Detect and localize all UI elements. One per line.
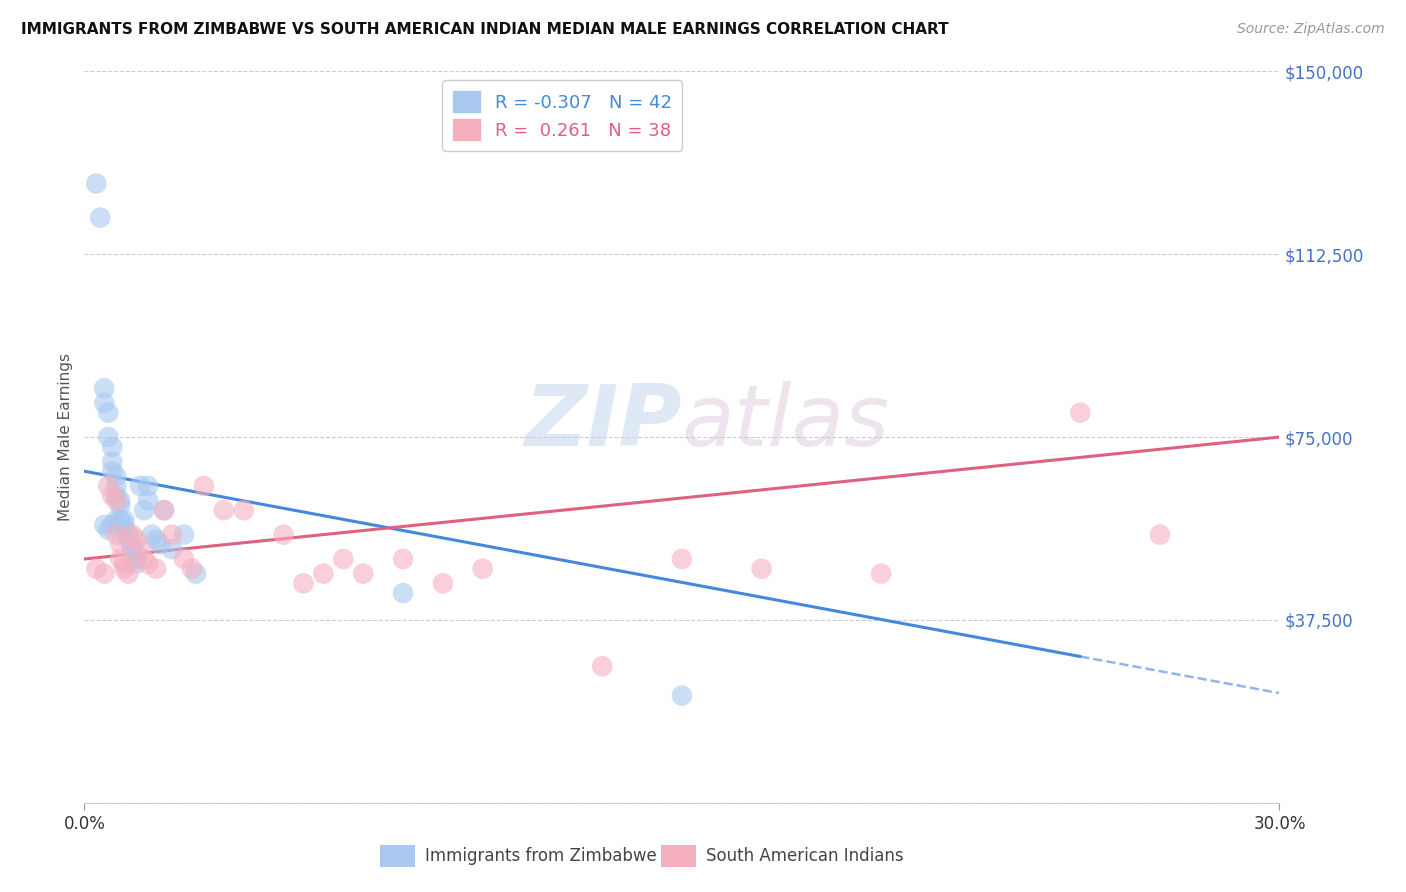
Point xyxy=(125,533,148,547)
Y-axis label: Median Male Earnings: Median Male Earnings xyxy=(58,353,73,521)
Point xyxy=(110,499,132,513)
Point xyxy=(121,537,143,551)
Point xyxy=(112,513,135,527)
Point xyxy=(97,430,120,444)
Point xyxy=(117,533,139,547)
Text: ZIP: ZIP xyxy=(524,381,682,464)
Point xyxy=(117,527,139,541)
Point xyxy=(121,527,143,541)
Point xyxy=(141,527,163,541)
Point xyxy=(105,493,128,508)
Point xyxy=(1149,527,1171,541)
Point xyxy=(160,527,183,541)
Text: Source: ZipAtlas.com: Source: ZipAtlas.com xyxy=(1237,22,1385,37)
Point xyxy=(101,464,124,478)
Point xyxy=(352,566,374,581)
Point xyxy=(93,517,115,532)
Point xyxy=(125,552,148,566)
Point xyxy=(112,562,135,576)
Point xyxy=(1069,406,1091,420)
Point xyxy=(471,562,494,576)
Point xyxy=(671,689,693,703)
Point xyxy=(591,659,613,673)
Point xyxy=(93,381,115,395)
Point xyxy=(125,557,148,571)
Point xyxy=(184,566,207,581)
Point xyxy=(173,552,195,566)
Point xyxy=(117,566,139,581)
Point xyxy=(110,552,132,566)
Point xyxy=(173,527,195,541)
Point xyxy=(105,513,128,527)
Point xyxy=(312,566,335,581)
Point xyxy=(160,542,183,557)
Point xyxy=(145,533,167,547)
Point xyxy=(129,479,152,493)
Point xyxy=(101,489,124,503)
Point xyxy=(93,396,115,410)
Point xyxy=(112,557,135,571)
Point xyxy=(105,469,128,483)
Point xyxy=(292,576,315,591)
Point xyxy=(273,527,295,541)
Text: Immigrants from Zimbabwe: Immigrants from Zimbabwe xyxy=(425,847,657,865)
Legend: R = -0.307   N = 42, R =  0.261   N = 38: R = -0.307 N = 42, R = 0.261 N = 38 xyxy=(443,80,682,151)
Point xyxy=(105,527,128,541)
FancyBboxPatch shape xyxy=(380,846,415,867)
Point xyxy=(136,479,159,493)
Point xyxy=(129,542,152,557)
Point xyxy=(332,552,354,566)
FancyBboxPatch shape xyxy=(661,846,696,867)
Point xyxy=(86,562,108,576)
Point xyxy=(153,503,176,517)
Point xyxy=(101,517,124,532)
Point xyxy=(110,537,132,551)
Point xyxy=(110,493,132,508)
Point xyxy=(93,566,115,581)
Point xyxy=(105,479,128,493)
Point xyxy=(89,211,111,225)
Point xyxy=(86,177,108,191)
Text: South American Indians: South American Indians xyxy=(706,847,904,865)
Text: IMMIGRANTS FROM ZIMBABWE VS SOUTH AMERICAN INDIAN MEDIAN MALE EARNINGS CORRELATI: IMMIGRANTS FROM ZIMBABWE VS SOUTH AMERIC… xyxy=(21,22,949,37)
Point xyxy=(145,562,167,576)
Point xyxy=(212,503,235,517)
Point xyxy=(97,523,120,537)
Point xyxy=(101,454,124,468)
Point xyxy=(110,513,132,527)
Point xyxy=(181,562,204,576)
Point xyxy=(121,542,143,557)
Point xyxy=(671,552,693,566)
Point xyxy=(97,406,120,420)
Point xyxy=(112,517,135,532)
Point xyxy=(232,503,254,517)
Point xyxy=(432,576,454,591)
Point xyxy=(105,489,128,503)
Point xyxy=(392,552,415,566)
Point xyxy=(870,566,893,581)
Point xyxy=(392,586,415,600)
Point xyxy=(112,523,135,537)
Point xyxy=(132,552,156,566)
Point xyxy=(193,479,215,493)
Point xyxy=(136,557,159,571)
Point xyxy=(149,537,172,551)
Point xyxy=(101,440,124,454)
Text: atlas: atlas xyxy=(682,381,890,464)
Point xyxy=(751,562,773,576)
Point xyxy=(125,547,148,561)
Point xyxy=(153,503,176,517)
Point xyxy=(97,479,120,493)
Point xyxy=(136,493,159,508)
Point xyxy=(132,503,156,517)
